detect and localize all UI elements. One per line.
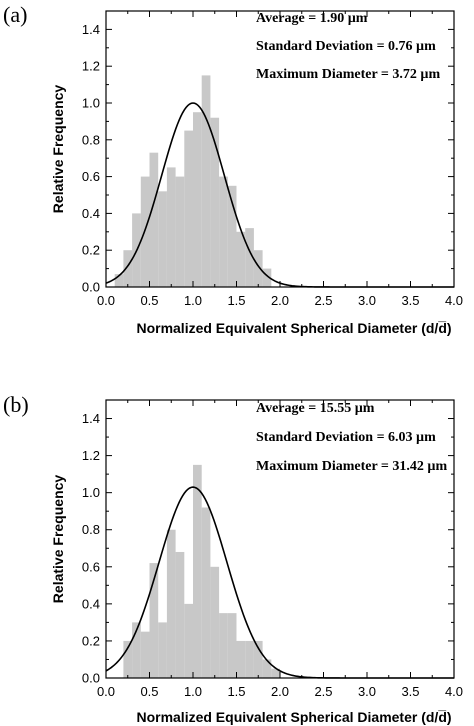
histogram-bar <box>175 176 185 287</box>
histogram-bar <box>219 176 228 287</box>
y-axis: 0.0 0.2 0.4 0.6 0.8 1.0 1.2 1.4 <box>82 10 454 295</box>
histogram-bar <box>271 668 280 678</box>
stat-annotation: Standard Deviation = 0.76 µm <box>256 39 436 54</box>
histogram-bar <box>175 551 185 678</box>
x-axis-title: Normalized Equivalent Spherical Diameter… <box>136 709 451 725</box>
histogram-bar <box>193 112 202 287</box>
histogram-bar <box>210 117 220 287</box>
x-tick-label: 3.5 <box>401 293 419 308</box>
panel-label: (a) <box>3 2 27 27</box>
histogram-bar <box>149 563 159 678</box>
y-tick-label: 0.6 <box>82 559 100 574</box>
y-axis-title: Relative Frequency <box>50 85 66 214</box>
x-tick-label: 1.5 <box>227 684 245 699</box>
x-tick-label: 4.0 <box>445 684 463 699</box>
x-tick-label: 3.0 <box>358 684 376 699</box>
histogram-bar <box>236 640 246 678</box>
histogram-bar <box>166 529 176 678</box>
histogram-bar <box>184 130 193 287</box>
y-tick-label: 0.0 <box>82 671 100 686</box>
x-tick-label: 0.0 <box>97 684 115 699</box>
y-tick-label: 0.6 <box>82 169 100 184</box>
stat-annotation: Average = 1.90 µm <box>256 11 368 26</box>
histogram-bar <box>132 622 141 678</box>
y-axis-title: Relative Frequency <box>50 475 66 604</box>
histogram-bar <box>193 464 202 678</box>
x-tick-label: 0.5 <box>140 684 158 699</box>
x-tick-label: 2.5 <box>314 293 332 308</box>
histogram-bar <box>149 152 159 287</box>
y-tick-label: 0.2 <box>82 633 100 648</box>
chart-panel-a: (a)0.0 0.5 1.0 1.5 2.0 2.5 3.0 3.5 4.00.00.20.40… <box>3 2 463 336</box>
histogram-bar <box>227 613 237 678</box>
stat-annotation: Standard Deviation = 6.03 µm <box>256 430 436 445</box>
histogram-bar <box>219 613 228 678</box>
x-tick-label: 1.0 <box>184 684 202 699</box>
histogram-bars <box>114 75 272 288</box>
y-axis: 0.0 0.2 0.4 0.6 0.8 1.0 1.2 1.4 <box>82 399 454 686</box>
histogram-bar <box>210 566 220 678</box>
y-tick-label: 1.2 <box>82 448 100 463</box>
y-tick-label: 0.2 <box>82 243 100 258</box>
histogram-bar <box>158 191 167 287</box>
x-tick-label: 0.0 <box>97 293 115 308</box>
y-tick-label: 1.0 <box>82 485 100 500</box>
histogram-bar <box>227 185 237 287</box>
x-axis-title: Normalized Equivalent Spherical Diameter… <box>136 320 451 336</box>
x-tick-label: 4.0 <box>445 293 463 308</box>
y-tick-label: 0.4 <box>82 596 100 611</box>
x-tick-label: 3.5 <box>401 684 419 699</box>
histogram-bar <box>245 228 254 287</box>
stat-annotation: Maximum Diameter = 31.42 µm <box>256 459 447 474</box>
stat-annotation: Maximum Diameter = 3.72 µm <box>256 67 440 82</box>
histogram-bar <box>114 274 124 287</box>
histogram-bar <box>253 250 263 287</box>
histogram-bar <box>201 507 211 678</box>
y-tick-label: 1.4 <box>82 22 100 37</box>
histogram-bar <box>262 268 272 287</box>
histogram-bar <box>166 167 176 287</box>
y-tick-label: 0.4 <box>82 206 100 221</box>
x-axis: 0.0 0.5 1.0 1.5 2.0 2.5 3.0 3.5 4.0 <box>97 400 463 699</box>
histogram-bar <box>245 640 254 678</box>
y-tick-label: 0.8 <box>82 132 100 147</box>
x-tick-label: 2.0 <box>271 293 289 308</box>
y-tick-label: 0.0 <box>82 280 100 295</box>
histogram-bar <box>184 603 193 678</box>
histogram-bar <box>201 75 211 288</box>
panel-label: (b) <box>3 392 29 417</box>
y-tick-label: 1.0 <box>82 96 100 111</box>
histogram-bar <box>262 659 272 678</box>
histogram-bar <box>140 631 150 678</box>
y-tick-label: 1.2 <box>82 59 100 74</box>
histogram-bar <box>253 640 263 678</box>
x-tick-label: 1.5 <box>227 293 245 308</box>
x-axis: 0.0 0.5 1.0 1.5 2.0 2.5 3.0 3.5 4.0 <box>97 11 463 308</box>
x-tick-label: 2.5 <box>314 684 332 699</box>
x-tick-label: 0.5 <box>140 293 158 308</box>
x-tick-label: 3.0 <box>358 293 376 308</box>
histogram-bar <box>123 640 133 678</box>
x-tick-label: 1.0 <box>184 293 202 308</box>
x-tick-label: 2.0 <box>271 684 289 699</box>
y-tick-label: 0.8 <box>82 522 100 537</box>
chart-panel-b: (b)0.0 0.5 1.0 1.5 2.0 2.5 3.0 3.5 4.00.00.20.40… <box>3 392 463 725</box>
histogram-bar <box>236 231 246 287</box>
histogram-bar <box>123 250 133 287</box>
y-tick-label: 1.4 <box>82 411 100 426</box>
histogram-bar <box>158 622 167 678</box>
histogram-bars <box>123 464 280 678</box>
stat-annotation: Average = 15.55 µm <box>256 401 375 416</box>
